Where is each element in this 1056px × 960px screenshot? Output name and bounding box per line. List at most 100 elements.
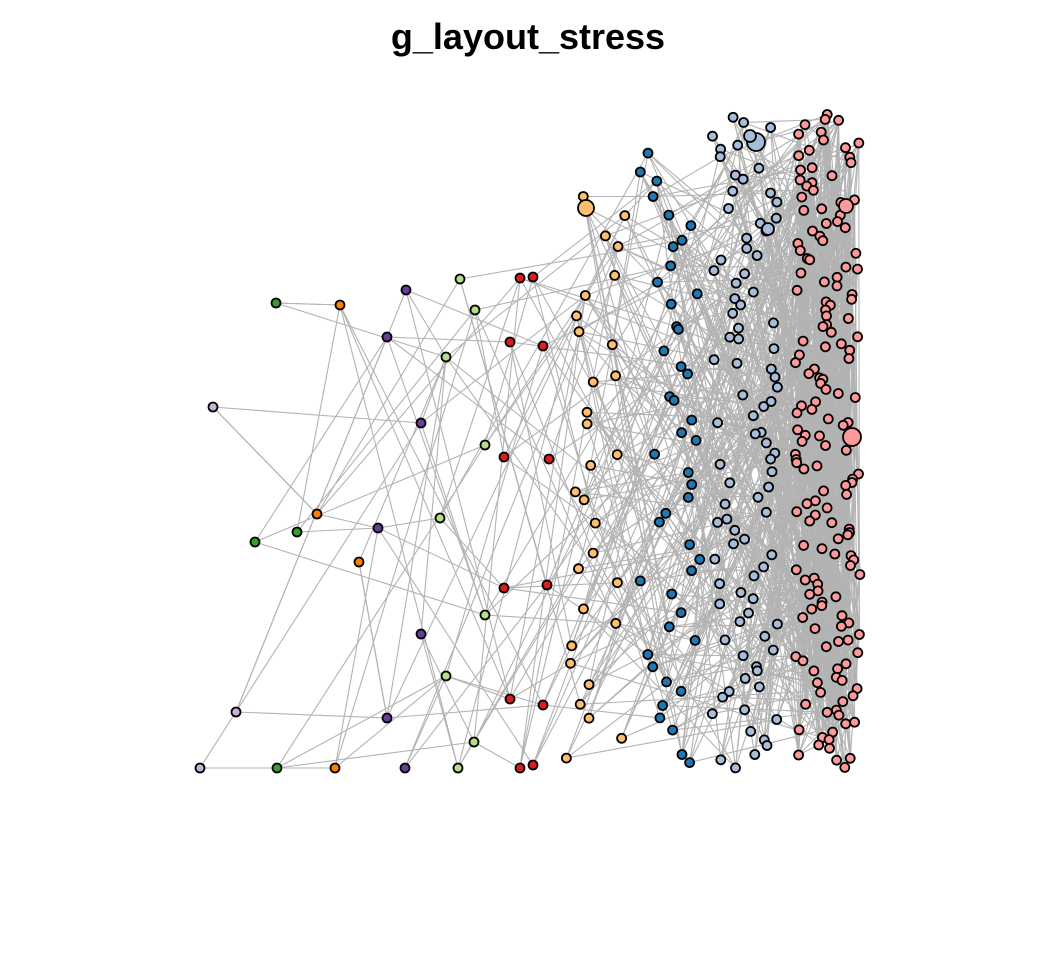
- graph-node: [806, 603, 818, 615]
- graph-node: [791, 457, 803, 469]
- graph-node: [804, 254, 816, 266]
- graph-edge: [334, 309, 476, 769]
- graph-node: [854, 629, 865, 640]
- graph-edge: [316, 513, 379, 529]
- graph-node: [737, 389, 749, 401]
- graph-edge: [798, 639, 849, 756]
- graph-node: [733, 322, 744, 334]
- graph-node: [684, 757, 695, 768]
- graph-node: [760, 437, 772, 449]
- graph-edge: [755, 141, 824, 327]
- graph-edge: [583, 153, 649, 500]
- graph-edge: [377, 517, 441, 529]
- graph-node: [399, 762, 411, 774]
- graph-node: [820, 641, 832, 653]
- graph-node: [647, 191, 659, 202]
- graph-node: [577, 199, 595, 217]
- graph-edge: [473, 741, 521, 769]
- graph-edge: [542, 645, 573, 706]
- graph-edge: [405, 289, 447, 358]
- graph-node: [708, 354, 720, 366]
- graph-node: [803, 368, 815, 380]
- graph-edge: [795, 459, 804, 618]
- graph-node: [400, 284, 412, 296]
- graph-edge: [484, 276, 534, 446]
- graph-node: [717, 691, 728, 703]
- graph-node: [831, 280, 843, 292]
- graph-node: [798, 204, 810, 216]
- graph-node: [838, 198, 854, 214]
- graph-edge: [647, 124, 806, 655]
- graph-node: [651, 175, 663, 187]
- graph-node: [739, 533, 750, 545]
- node-layer: [194, 109, 866, 774]
- graph-edge: [794, 362, 828, 713]
- graph-edge: [334, 527, 379, 769]
- graph-node: [809, 623, 821, 634]
- graph-node: [583, 679, 595, 690]
- graph-node: [804, 588, 816, 600]
- graph-edge: [657, 155, 800, 283]
- graph-node: [685, 220, 697, 232]
- graph-node: [714, 458, 726, 470]
- graph-node: [766, 466, 778, 478]
- graph-node: [790, 357, 801, 369]
- graph-node: [808, 665, 820, 677]
- graph-node: [675, 607, 687, 619]
- graph-node: [791, 284, 803, 296]
- graph-node: [661, 676, 672, 688]
- graph-edge: [811, 230, 820, 746]
- graph-node: [748, 286, 759, 298]
- graph-node: [504, 693, 516, 705]
- graph-edge: [811, 142, 860, 169]
- graph-node: [514, 272, 526, 284]
- graph-node: [794, 174, 806, 186]
- graph-node: [566, 640, 578, 652]
- graph-node: [541, 579, 553, 591]
- graph-edge: [743, 118, 826, 124]
- graph-node: [842, 634, 854, 646]
- graph-node: [611, 449, 623, 461]
- graph-edge: [583, 608, 736, 769]
- graph-node: [727, 185, 739, 197]
- graph-node: [735, 299, 746, 311]
- graph-node: [815, 687, 826, 698]
- graph-node: [719, 498, 731, 510]
- graph-node: [791, 407, 803, 419]
- graph-node: [752, 491, 764, 503]
- graph-edge: [254, 336, 388, 543]
- graph-node: [797, 612, 809, 623]
- graph-node: [749, 428, 761, 440]
- graph-node: [694, 554, 706, 565]
- graph-node: [820, 383, 832, 395]
- graph-node: [749, 749, 761, 760]
- graph-node: [818, 485, 829, 497]
- graph-edge: [798, 354, 851, 759]
- graph-node: [830, 591, 842, 603]
- graph-node: [504, 336, 516, 348]
- graph-node: [821, 310, 832, 322]
- graph-edge: [677, 149, 722, 330]
- graph-node: [207, 401, 219, 413]
- graph-edge: [254, 541, 486, 616]
- graph-node: [514, 762, 526, 774]
- graph-node: [790, 564, 802, 576]
- graph-edge: [821, 602, 846, 768]
- graph-edge: [566, 681, 667, 759]
- graph-edge: [276, 741, 475, 769]
- graph-node: [733, 333, 744, 345]
- graph-edge: [654, 228, 769, 455]
- graph-node: [799, 574, 811, 586]
- graph-node: [840, 479, 852, 491]
- graph-edge: [212, 406, 318, 515]
- graph-edge: [358, 561, 388, 719]
- graph-node: [831, 271, 843, 283]
- graph-edge: [808, 150, 823, 738]
- graph-node: [831, 754, 842, 766]
- graph-edge: [339, 304, 459, 769]
- graph-edge: [276, 675, 447, 769]
- graph-node: [840, 718, 852, 730]
- graph-edge: [386, 336, 511, 343]
- graph-node: [763, 481, 774, 493]
- graph-node: [765, 122, 776, 133]
